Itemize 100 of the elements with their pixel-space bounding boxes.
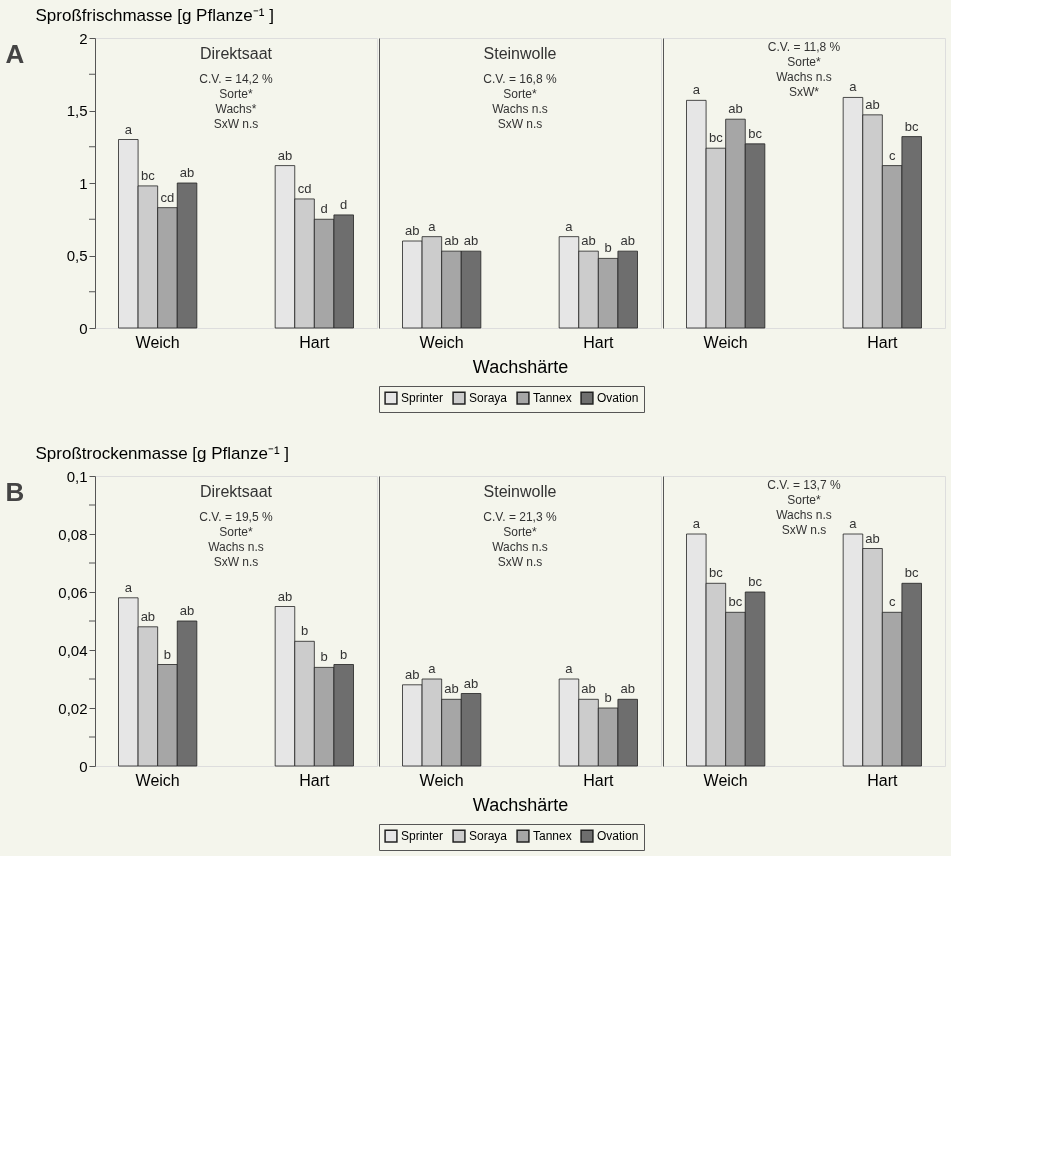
data-label: ab [620, 233, 635, 249]
data-label: a [692, 516, 701, 531]
x-tick-label: Weich [135, 771, 180, 789]
annotation: C.V. = 11,8 % [767, 40, 841, 54]
y-tick-label: 0 [79, 757, 88, 775]
y-tick-label: 0,5 [66, 247, 88, 264]
annotation: C.V. = 19,5 % [199, 510, 273, 524]
annotation: Sorte* [503, 525, 537, 539]
x-tick-label: Weich [419, 333, 464, 351]
legend-label: Tannex [533, 829, 572, 844]
data-label: a [124, 579, 133, 595]
x-axis-title: Wachshärte [472, 794, 569, 815]
x-tick-label: Weich [703, 333, 748, 351]
legend-label: Soraya [469, 391, 508, 406]
data-label: ab [140, 608, 156, 624]
data-label: a [849, 79, 858, 95]
data-label: a [428, 218, 437, 234]
data-label: ab [405, 666, 420, 682]
y-tick-label: 0,06 [58, 583, 88, 601]
data-label: b [604, 690, 612, 705]
data-label: bc [904, 565, 920, 581]
chart-subtitle: Steinwolle [483, 483, 557, 500]
annotation: SxW n.s [213, 555, 259, 569]
data-label: bc [904, 118, 920, 134]
chart-subtitle: Direktsaat [199, 483, 273, 500]
y-tick-label: 0,02 [58, 699, 88, 717]
annotation: Sorte* [503, 87, 537, 101]
data-label: ab [444, 681, 459, 697]
y-axis-title: Sproßfrischmasse [g Pflanze⁻¹ ] [35, 5, 274, 25]
annotation: Sorte* [787, 55, 821, 69]
data-label: b [604, 240, 612, 256]
data-label: d [340, 196, 348, 212]
legend-label: Tannex [533, 391, 572, 406]
data-label: bc [728, 594, 743, 610]
data-label: ab [728, 101, 743, 117]
data-label: cd [297, 180, 312, 196]
data-label: ab [277, 147, 293, 163]
data-label: b [300, 623, 309, 639]
data-label: bc [748, 574, 763, 589]
x-tick-label: Hart [299, 333, 330, 351]
data-label: ab [463, 675, 479, 691]
data-label: ab [179, 165, 195, 180]
annotation: Wachs n.s [492, 540, 548, 554]
annotation: C.V. = 14,2 % [199, 72, 273, 86]
chart-title: A [5, 39, 25, 69]
data-label: ab [581, 233, 596, 249]
annotation: Sorte* [787, 493, 821, 507]
data-label: d [320, 201, 328, 217]
y-tick-label: 0,1 [66, 467, 88, 485]
data-label: a [428, 661, 437, 676]
y-tick-label: 0,04 [58, 641, 88, 659]
annotation: Wachs n.s [492, 102, 548, 116]
annotation: C.V. = 21,3 % [483, 510, 557, 524]
data-label: a [565, 218, 574, 234]
data-label: a [124, 121, 133, 137]
data-label: c [888, 147, 896, 163]
annotation: SxW n.s [497, 117, 543, 131]
annotation: SxW* [789, 85, 820, 99]
annotation: C.V. = 16,8 % [483, 72, 557, 86]
data-label: b [340, 646, 348, 662]
legend-label: Ovation [597, 391, 639, 406]
x-axis-title: Wachshärte [472, 356, 569, 377]
data-label: bc [141, 167, 156, 183]
data-label: ab [405, 223, 420, 238]
x-tick-label: Weich [135, 333, 180, 351]
annotation: SxW n.s [781, 523, 827, 537]
data-label: ab [865, 96, 880, 112]
y-axis-title: Sproßtrockenmasse [g Pflanze⁻¹ ] [35, 443, 290, 463]
data-label: b [320, 649, 328, 665]
chart-subtitle: Direktsaat [199, 45, 273, 62]
data-label: b [163, 646, 172, 662]
legend-label: Sprinter [401, 829, 444, 844]
legend-label: Ovation [597, 829, 639, 844]
data-label: cd [160, 189, 175, 205]
data-label: c [888, 594, 896, 610]
annotation: Sorte* [219, 525, 253, 539]
annotation: SxW n.s [213, 117, 259, 131]
y-tick-label: 0,08 [58, 525, 88, 543]
annotation: C.V. = 13,7 % [767, 478, 841, 492]
legend-label: Sprinter [401, 391, 444, 406]
annotation: Wachs n.s [208, 540, 264, 554]
chart-subtitle: Steinwolle [483, 45, 557, 62]
x-tick-label: Hart [583, 333, 614, 351]
data-label: bc [709, 565, 724, 581]
x-tick-label: Weich [703, 771, 748, 789]
x-tick-label: Hart [867, 771, 898, 789]
data-label: bc [748, 125, 763, 141]
annotation: Wachs n.s [776, 70, 832, 84]
annotation: SxW n.s [497, 555, 543, 569]
data-label: a [565, 661, 574, 676]
y-tick-label: 1,5 [66, 102, 88, 119]
y-tick-label: 1 [79, 174, 88, 192]
data-label: ab [277, 588, 293, 604]
x-tick-label: Hart [299, 771, 330, 789]
chart-title: B [5, 477, 25, 507]
x-tick-label: Hart [583, 771, 614, 789]
data-label: a [849, 516, 858, 531]
data-label: ab [865, 530, 880, 546]
y-tick-label: 0 [79, 319, 88, 337]
x-tick-label: Hart [867, 333, 898, 351]
